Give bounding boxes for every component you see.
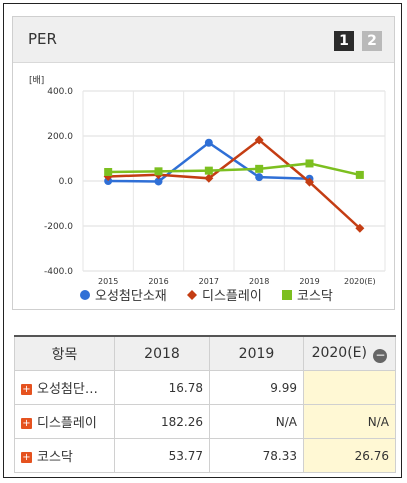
row-name-cell: + 디스플레이 (14, 404, 115, 439)
row-name: 디스플레이 (37, 416, 97, 431)
data-point (305, 159, 314, 168)
series-line-3 (108, 162, 361, 177)
value-cell: N/A (303, 404, 396, 439)
x-tick-label: 2020(E) (344, 277, 376, 285)
data-point (255, 173, 264, 182)
value-cell: N/A (209, 404, 304, 439)
value-cell (303, 370, 396, 405)
table-row: + 코스닥 53.77 78.33 26.76 (14, 438, 396, 473)
page-1-button[interactable]: 1 (334, 31, 354, 51)
y-unit-label: [배] (29, 75, 44, 86)
expand-plus-icon[interactable]: + (21, 418, 32, 429)
x-tick-label: 2017 (199, 277, 219, 285)
y-tick-label: 200.0 (47, 132, 73, 142)
data-point (255, 164, 264, 173)
data-point (355, 223, 365, 233)
per-table: 항목 2018 2019 2020(E) − + 오성첨단… 16.78 9.99… (14, 335, 396, 473)
data-point (204, 173, 214, 183)
row-name-cell: + 코스닥 (14, 438, 115, 473)
y-tick-label: -200.0 (44, 222, 73, 232)
col-header-item: 항목 (14, 335, 115, 371)
collapse-minus-icon[interactable]: − (373, 347, 388, 363)
col-header-2018: 2018 (114, 335, 210, 371)
panel-title: PER (28, 30, 57, 48)
data-point (355, 170, 364, 179)
x-tick-label: 2016 (148, 277, 168, 285)
data-point (254, 135, 264, 145)
per-chart-panel: PER 1 2 [배] 400.0 200.0 0.0 -200.0 -400.0 2015… (12, 16, 395, 310)
col-header-2020e-label: 2020(E) (311, 344, 367, 361)
per-line-chart: [배]400.0 200.0 0.0 -200.0 -400.0 2015 2016 2017… (29, 75, 386, 285)
row-name-cell: + 오성첨단… (14, 370, 115, 405)
data-point (204, 166, 213, 175)
value-cell: 182.26 (114, 404, 210, 439)
x-tick-label: 2019 (299, 277, 319, 285)
series-line-2 (108, 138, 361, 230)
y-tick-label: -400.0 (44, 267, 73, 277)
x-tick-label: 2018 (249, 277, 269, 285)
legend-label-series-1: 오성첨단소재 (95, 289, 167, 304)
col-header-2019: 2019 (209, 335, 304, 371)
data-point (154, 167, 163, 176)
value-cell: 16.78 (114, 370, 210, 405)
expand-plus-icon[interactable]: + (21, 452, 32, 463)
legend-label-series-2: 디스플레이 (202, 289, 262, 304)
y-tick-label: 0.0 (59, 177, 74, 187)
value-cell: 53.77 (114, 438, 210, 473)
row-name: 코스닥 (37, 450, 73, 465)
x-tick-label: 2015 (98, 277, 118, 285)
chart-legend: 오성첨단소재 디스플레이 코스닥 (13, 285, 396, 304)
value-cell: 26.76 (303, 438, 396, 473)
data-point (104, 168, 113, 176)
legend-item-series-3[interactable]: 코스닥 (281, 285, 333, 304)
data-point (154, 177, 163, 186)
y-tick-label: 400.0 (47, 87, 73, 97)
value-cell: 9.99 (209, 370, 304, 405)
legend-circle-marker (80, 289, 90, 300)
data-point (204, 138, 213, 147)
data-point (305, 177, 314, 187)
col-header-2020e: 2020(E) − (303, 335, 396, 371)
legend-diamond-marker (187, 289, 197, 300)
row-name: 오성첨단… (37, 382, 98, 397)
legend-item-series-2[interactable]: 디스플레이 (186, 285, 262, 304)
legend-label-series-3: 코스닥 (297, 289, 333, 304)
legend-square-marker (282, 289, 292, 300)
page-2-button[interactable]: 2 (362, 31, 382, 51)
panel-header: PER 1 2 (13, 17, 394, 63)
legend-item-series-1[interactable]: 오성첨단소재 (79, 285, 167, 304)
table-row: + 오성첨단… 16.78 9.99 (14, 370, 396, 405)
table-row: + 디스플레이 182.26 N/A N/A (14, 404, 396, 439)
value-cell: 78.33 (209, 438, 304, 473)
table-header-row: 항목 2018 2019 2020(E) − (14, 335, 396, 371)
expand-plus-icon[interactable]: + (21, 384, 32, 395)
